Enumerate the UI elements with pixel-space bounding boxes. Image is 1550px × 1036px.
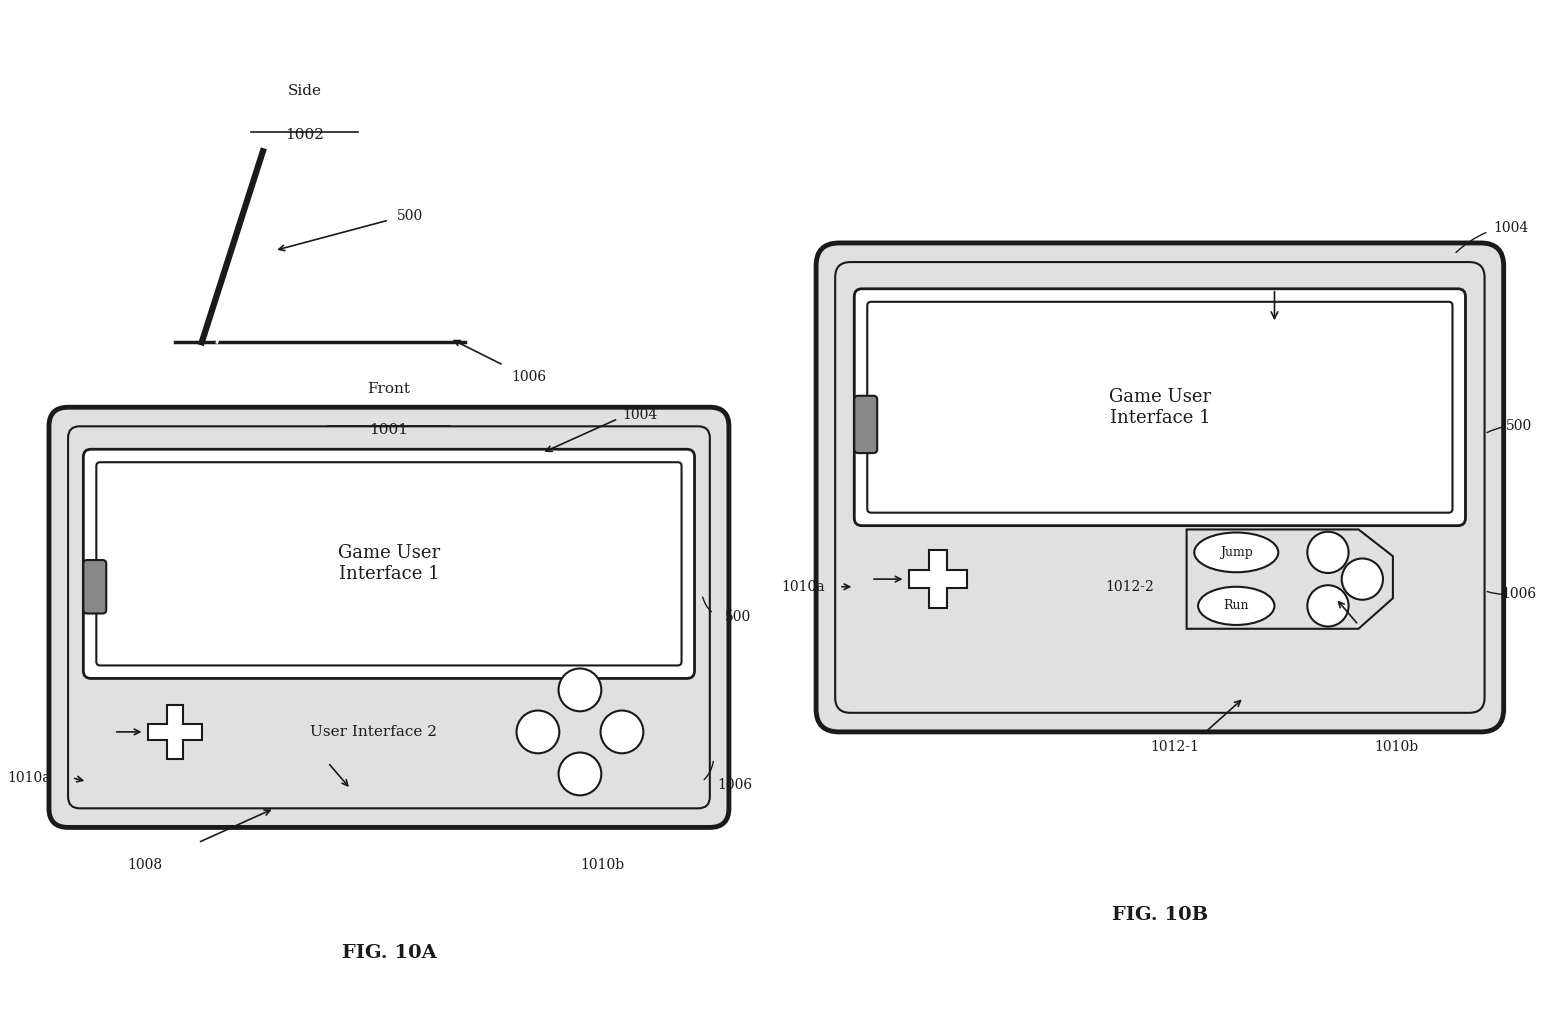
Ellipse shape: [1194, 533, 1279, 572]
Text: 1001: 1001: [369, 423, 409, 436]
Text: 1006: 1006: [718, 778, 753, 793]
Polygon shape: [910, 550, 967, 608]
Text: Jump: Jump: [1220, 546, 1252, 558]
Text: User Interface 2: User Interface 2: [310, 725, 437, 739]
Text: Game User
Interface 1: Game User Interface 1: [1108, 387, 1211, 427]
Text: FIG. 10B: FIG. 10B: [1111, 906, 1207, 924]
Circle shape: [516, 711, 560, 753]
Text: 500: 500: [397, 209, 423, 223]
FancyBboxPatch shape: [84, 450, 694, 679]
Text: 1012-1: 1012-1: [1150, 740, 1200, 753]
FancyBboxPatch shape: [50, 407, 728, 828]
Text: 1008: 1008: [127, 858, 163, 872]
Text: FIG. 10A: FIG. 10A: [341, 945, 436, 962]
Circle shape: [1307, 531, 1348, 573]
FancyBboxPatch shape: [854, 396, 877, 453]
Text: 1010a: 1010a: [781, 580, 825, 594]
FancyBboxPatch shape: [868, 301, 1452, 513]
Text: 500: 500: [725, 610, 752, 625]
FancyBboxPatch shape: [84, 560, 107, 613]
Text: Run: Run: [1223, 600, 1249, 612]
FancyBboxPatch shape: [68, 427, 710, 808]
Text: Side: Side: [288, 84, 322, 97]
Text: 1006: 1006: [512, 370, 546, 383]
FancyBboxPatch shape: [835, 262, 1485, 713]
Text: Front: Front: [367, 381, 411, 396]
FancyBboxPatch shape: [817, 243, 1504, 731]
Text: 1012-2: 1012-2: [1105, 580, 1153, 594]
Polygon shape: [149, 706, 202, 758]
Text: 1010b: 1010b: [1375, 740, 1418, 753]
FancyBboxPatch shape: [854, 289, 1465, 525]
Circle shape: [1342, 558, 1383, 600]
Text: 1002: 1002: [285, 128, 324, 142]
Text: 1004: 1004: [1494, 221, 1528, 235]
Text: 1010b: 1010b: [581, 858, 625, 872]
Circle shape: [600, 711, 643, 753]
Text: 1004: 1004: [622, 408, 657, 422]
Ellipse shape: [1198, 586, 1274, 625]
Text: 1006: 1006: [1502, 587, 1536, 602]
Text: Game User
Interface 1: Game User Interface 1: [338, 545, 440, 583]
Circle shape: [1307, 585, 1348, 627]
Circle shape: [558, 752, 601, 796]
Text: 1010a: 1010a: [6, 771, 51, 784]
Circle shape: [558, 668, 601, 712]
FancyBboxPatch shape: [96, 462, 682, 665]
Text: 500: 500: [1507, 420, 1531, 433]
